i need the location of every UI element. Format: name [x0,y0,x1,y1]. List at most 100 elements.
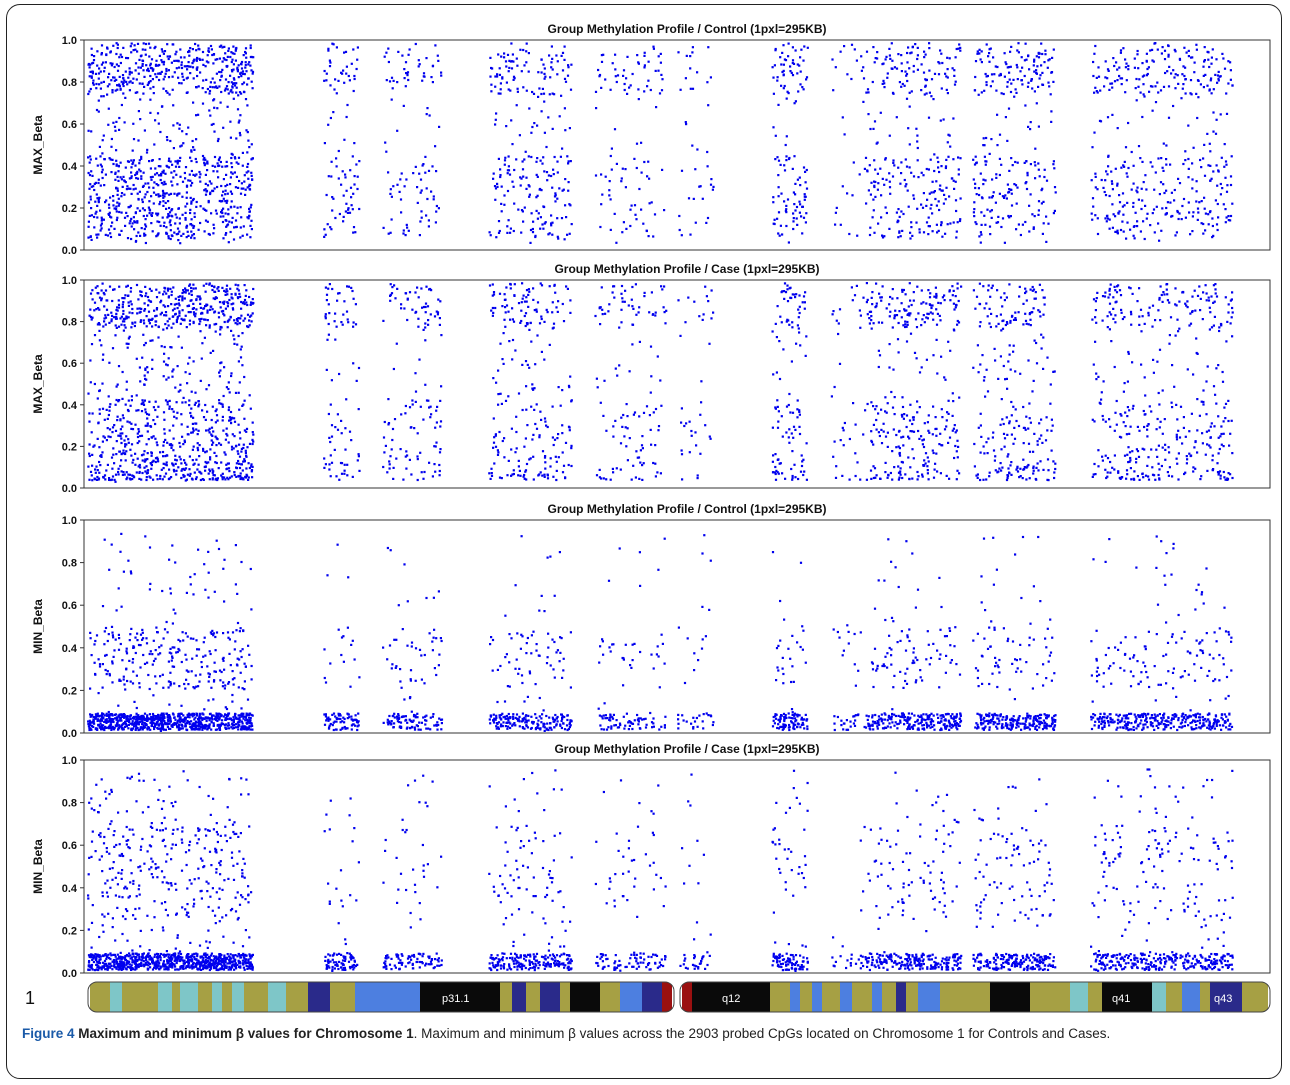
data-point [972,211,975,214]
data-point [1184,150,1187,153]
data-point [208,283,211,286]
data-point [1177,330,1180,333]
data-point [503,456,506,459]
data-point [244,63,247,67]
data-point [926,456,929,459]
data-point [570,223,573,226]
data-point [422,163,425,166]
data-point [352,89,355,93]
data-point [417,65,420,68]
data-point [884,461,887,464]
data-point [216,478,219,482]
data-point [115,205,118,208]
data-point [209,191,212,194]
data-point [535,209,538,212]
data-point [657,69,660,72]
data-point [1200,222,1203,225]
data-point [532,92,536,95]
data-point [246,151,249,154]
data-point [990,216,993,219]
data-point [928,225,931,228]
data-point [892,159,895,162]
data-point [167,213,170,216]
data-point [566,233,569,236]
data-point [114,129,117,132]
data-point [1146,72,1149,76]
data-point [901,396,904,399]
data-point [182,291,185,294]
data-point [221,472,224,475]
data-point [912,457,915,460]
data-point [953,424,956,427]
data-point [172,410,175,413]
data-point [978,52,981,55]
y-tick-label: 0.2 [62,441,77,453]
data-point [527,52,530,55]
data-point [165,90,168,93]
data-point [660,73,663,76]
data-point [1009,90,1013,94]
data-point [123,79,126,82]
data-point [1014,184,1018,187]
data-point [938,188,941,191]
data-point [235,161,238,164]
data-point [507,219,510,222]
data-point [934,416,937,419]
data-point [89,63,92,66]
data-point [112,316,116,319]
data-point [243,429,246,432]
data-point [404,404,407,408]
data-point [214,461,217,464]
data-point [391,438,394,442]
data-point [1197,79,1200,82]
data-point [239,472,242,475]
data-point [1000,329,1003,332]
data-point [1203,59,1206,62]
data-point [1032,288,1036,291]
data-point [121,83,124,86]
data-point [198,176,201,179]
data-point [138,162,141,165]
data-point [114,172,117,175]
data-point [342,220,345,223]
data-point [144,182,147,185]
data-point [850,286,853,289]
data-point [1002,432,1006,435]
data-point [120,55,124,59]
data-point [352,325,355,328]
data-point [1221,52,1224,55]
data-point [223,300,226,303]
data-point [162,60,166,63]
data-point [101,139,104,142]
data-point [895,116,898,119]
data-point [243,174,246,177]
data-point [521,282,524,285]
data-point [128,421,131,424]
data-point [1017,42,1020,45]
data-point [650,443,653,446]
data-point [1143,376,1146,379]
data-point [928,296,932,299]
data-point [1126,415,1129,418]
data-point [1108,88,1111,91]
data-point [199,221,202,225]
data-point [994,201,997,204]
data-point [540,317,543,321]
data-point [123,121,126,124]
data-point [222,309,225,313]
data-point [175,459,178,462]
data-point [96,197,99,200]
data-point [391,87,394,90]
data-point [624,186,627,189]
data-point [87,63,90,66]
data-point [870,296,873,299]
data-point [1016,49,1019,52]
data-point [90,47,93,50]
data-point [531,90,534,94]
data-point [162,78,165,81]
data-point [867,189,870,192]
data-point [1209,311,1212,314]
data-point [988,225,992,228]
data-point [333,88,336,91]
data-point [1214,199,1217,202]
